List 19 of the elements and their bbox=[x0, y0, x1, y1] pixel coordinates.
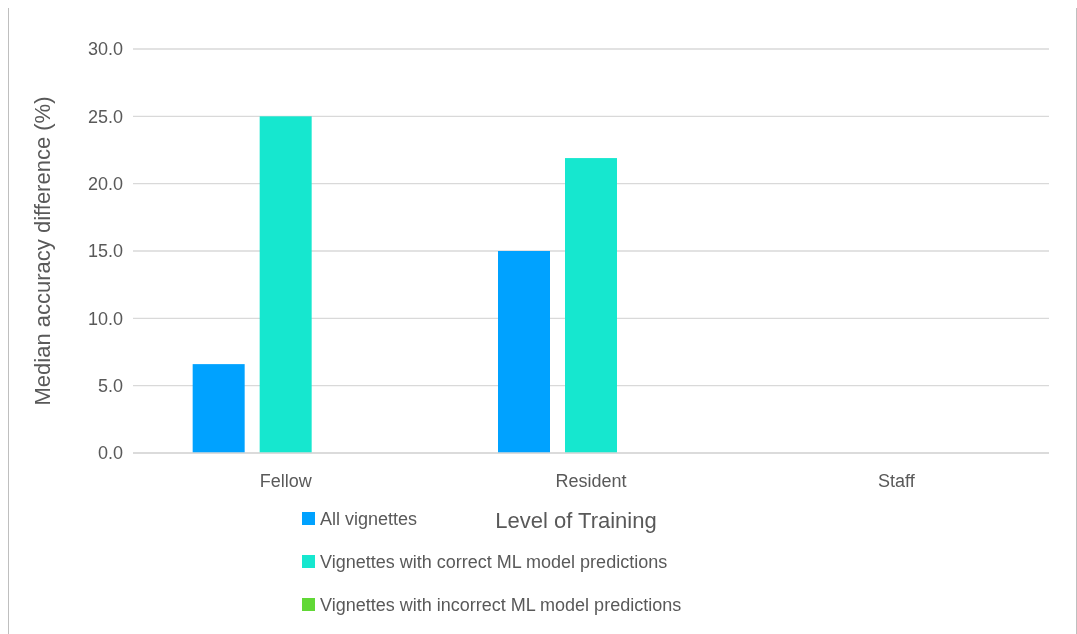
bar bbox=[565, 158, 617, 453]
bar bbox=[498, 251, 550, 453]
bar bbox=[192, 364, 245, 453]
y-tick-label: 10.0 bbox=[87, 308, 123, 329]
x-tick-label: Fellow bbox=[259, 471, 313, 491]
legend-label: Vignettes with correct ML model predictions bbox=[320, 552, 668, 573]
y-axis-title: Median accuracy difference (%) bbox=[30, 96, 55, 406]
x-tick-label: Staff bbox=[877, 471, 916, 491]
y-tick-label: 5.0 bbox=[97, 375, 123, 396]
x-tick-label: Resident bbox=[555, 471, 627, 491]
y-tick-label: 25.0 bbox=[87, 106, 123, 127]
legend-label: All vignettes bbox=[320, 509, 418, 530]
bar bbox=[259, 116, 312, 453]
y-tick-label: 15.0 bbox=[87, 241, 123, 262]
y-tick-label: 30.0 bbox=[87, 39, 123, 60]
y-tick-label: 0.0 bbox=[97, 443, 123, 464]
x-axis-title: Level of Training bbox=[495, 508, 657, 533]
legend-label: Vignettes with incorrect ML model predictions bbox=[320, 595, 682, 616]
y-tick-label: 20.0 bbox=[87, 173, 123, 194]
